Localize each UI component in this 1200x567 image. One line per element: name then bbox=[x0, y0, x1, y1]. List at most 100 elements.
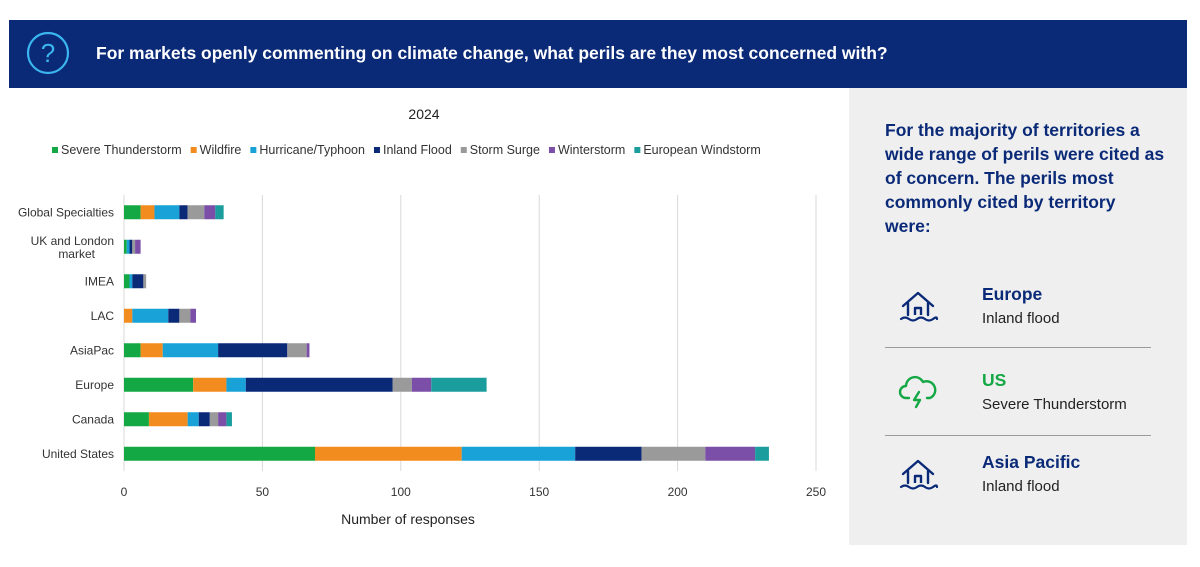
bar-lac-storm-surge bbox=[179, 308, 191, 323]
bar-imea-inland-flood bbox=[132, 274, 144, 289]
legend-swatch bbox=[190, 147, 197, 153]
svg-text:?: ? bbox=[41, 38, 55, 68]
legend-item-storm-surge: Storm Surge bbox=[460, 143, 540, 157]
category-label: LAC bbox=[91, 309, 115, 323]
bar-asiapac-inland-flood bbox=[218, 343, 288, 358]
bar-canada-severe-thunderstorm bbox=[124, 412, 149, 427]
legend-label: Hurricane/Typhoon bbox=[259, 143, 365, 157]
bar-global-specialties-severe-thunderstorm bbox=[124, 205, 141, 220]
bar-lac-hurricane-typhoon bbox=[132, 308, 169, 323]
bar-europe-storm-surge bbox=[392, 377, 412, 392]
x-axis-label: Number of responses bbox=[341, 511, 475, 527]
category-label: AsiaPac bbox=[70, 343, 114, 357]
legend-label: Wildfire bbox=[200, 143, 242, 157]
bar-united-states-severe-thunderstorm bbox=[124, 446, 315, 461]
bar-lac-winterstorm bbox=[190, 308, 196, 323]
bar-canada-wildfire bbox=[148, 412, 188, 427]
sidebar-panel: For the majority of territories a wide r… bbox=[849, 88, 1187, 545]
legend-swatch bbox=[548, 147, 555, 153]
stacked-bar-chart: 2024 Severe Thunderstorm Wildfire Hurrican… bbox=[18, 106, 827, 527]
bar-imea-severe-thunderstorm bbox=[124, 274, 130, 289]
bar-lac-inland-flood bbox=[168, 308, 180, 323]
bar-europe-hurricane-typhoon bbox=[226, 377, 246, 392]
divider bbox=[885, 347, 1151, 348]
chart-x-ticks: 0 50 100 150 200 250 bbox=[121, 485, 827, 499]
category-label: UK and London market bbox=[31, 234, 114, 261]
category-label: Global Specialties bbox=[18, 205, 114, 219]
territory-item-asia-pacific: Asia Pacific Inland flood bbox=[885, 430, 1151, 516]
bar-united-states-inland-flood bbox=[575, 446, 642, 461]
question-circle-icon: ? bbox=[26, 31, 70, 75]
bar-uk-and-london-market-winterstorm bbox=[135, 239, 141, 254]
legend-swatch bbox=[634, 147, 641, 153]
legend-label: Winterstorm bbox=[558, 143, 625, 157]
bar-asiapac-storm-surge bbox=[287, 343, 307, 358]
bar-global-specialties-wildfire bbox=[140, 205, 155, 220]
bar-canada-winterstorm bbox=[218, 412, 227, 427]
territory-peril: Inland flood bbox=[982, 310, 1060, 327]
legend-swatch bbox=[52, 147, 58, 153]
bar-canada-inland-flood bbox=[198, 412, 210, 427]
territory-peril: Inland flood bbox=[982, 478, 1060, 495]
house-flood-icon bbox=[899, 291, 939, 322]
chart-grid bbox=[123, 195, 817, 471]
category-label: Europe bbox=[75, 378, 114, 392]
bar-imea-storm-surge bbox=[143, 274, 147, 289]
bar-asiapac-wildfire bbox=[140, 343, 163, 358]
legend-item-hurricane-typhoon: Hurricane/Typhoon bbox=[250, 143, 365, 157]
chart-bars bbox=[124, 205, 769, 461]
x-tick-label: 150 bbox=[529, 485, 549, 499]
territory-name: US bbox=[982, 370, 1007, 390]
legend-label: Inland Flood bbox=[383, 143, 452, 157]
legend-swatch bbox=[250, 147, 257, 153]
chart-category-labels: Global Specialties UK and London market IME… bbox=[18, 205, 114, 461]
bar-united-states-hurricane-typhoon bbox=[461, 446, 576, 461]
bar-europe-european-windstorm bbox=[431, 377, 487, 392]
bar-asiapac-hurricane-typhoon bbox=[162, 343, 219, 358]
bar-united-states-winterstorm bbox=[705, 446, 756, 461]
territory-item-europe: Europe Inland flood bbox=[885, 262, 1151, 348]
legend-item-european-windstorm: European Windstorm bbox=[634, 143, 761, 157]
bar-canada-hurricane-typhoon bbox=[187, 412, 199, 427]
cloud-lightning-icon bbox=[898, 375, 937, 409]
bar-uk-and-london-market-hurricane-typhoon bbox=[126, 239, 130, 254]
x-tick-label: 250 bbox=[806, 485, 826, 499]
bar-asiapac-winterstorm bbox=[306, 343, 310, 358]
legend-item-severe-thunderstorm: Severe Thunderstorm bbox=[52, 143, 182, 157]
territory-peril: Severe Thunderstorm bbox=[982, 396, 1127, 413]
bar-lac-wildfire bbox=[124, 308, 133, 323]
category-label: Canada bbox=[72, 412, 114, 426]
legend-label: European Windstorm bbox=[643, 143, 760, 157]
bar-europe-inland-flood bbox=[245, 377, 393, 392]
territory-name: Europe bbox=[982, 284, 1043, 304]
x-tick-label: 50 bbox=[256, 485, 270, 499]
bar-europe-winterstorm bbox=[411, 377, 432, 392]
bar-uk-and-london-market-inland-flood bbox=[129, 239, 133, 254]
bar-global-specialties-european-windstorm bbox=[215, 205, 224, 220]
bar-global-specialties-winterstorm bbox=[204, 205, 216, 220]
legend-item-winterstorm: Winterstorm bbox=[548, 143, 625, 157]
bar-united-states-storm-surge bbox=[641, 446, 706, 461]
x-tick-label: 0 bbox=[121, 485, 128, 499]
legend-swatch bbox=[373, 147, 380, 153]
bar-global-specialties-hurricane-typhoon bbox=[154, 205, 180, 220]
page-title: For markets openly commenting on climate… bbox=[96, 43, 888, 63]
bar-europe-wildfire bbox=[193, 377, 227, 392]
bar-asiapac-severe-thunderstorm bbox=[124, 343, 141, 358]
x-tick-label: 200 bbox=[668, 485, 688, 499]
territory-name: Asia Pacific bbox=[982, 452, 1081, 472]
legend-swatch bbox=[460, 147, 467, 153]
category-label: United States bbox=[42, 447, 114, 461]
chart-title: 2024 bbox=[408, 106, 439, 122]
legend-label: Severe Thunderstorm bbox=[61, 143, 182, 157]
category-label: IMEA bbox=[85, 274, 114, 288]
bar-global-specialties-storm-surge bbox=[187, 205, 205, 220]
header-banner: ? For markets openly commenting on clima… bbox=[9, 20, 1187, 88]
x-tick-label: 100 bbox=[391, 485, 411, 499]
bar-uk-and-london-market-severe-thunderstorm bbox=[124, 239, 127, 254]
bar-united-states-wildfire bbox=[314, 446, 462, 461]
legend-label: Storm Surge bbox=[470, 143, 540, 157]
bar-canada-european-windstorm bbox=[226, 412, 232, 427]
bar-uk-and-london-market-storm-surge bbox=[132, 239, 136, 254]
bar-global-specialties-inland-flood bbox=[179, 205, 188, 220]
